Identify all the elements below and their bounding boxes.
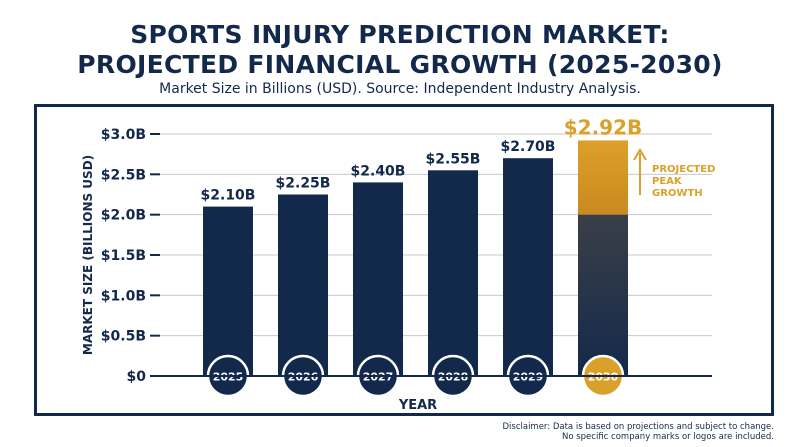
data-label: $2.92B — [564, 115, 643, 139]
y-axis-ticks: $0 $0.5B $1.0B $1.5B $2.0B $2.5B $3.0B — [101, 127, 160, 385]
bar-2030 — [578, 214, 628, 376]
annotation-text: PROJECTED — [652, 164, 715, 175]
disclaimer-line-2: No specific company marks or logos are i… — [561, 432, 774, 442]
data-label: $2.55B — [426, 151, 481, 167]
bar-2026 — [278, 194, 328, 376]
data-label: $2.70B — [501, 139, 556, 155]
y-tick-label: $1.5B — [101, 248, 146, 264]
annotation-text: PEAK — [652, 176, 683, 187]
y-axis-label: MARKET SIZE (BILLIONS USD) — [81, 155, 95, 355]
bar-2027 — [353, 182, 403, 376]
bar-2030-projected — [578, 140, 628, 215]
bar-2029 — [503, 158, 553, 376]
data-labels: $2.10B $2.25B $2.40B $2.55B $2.70B $2.92B — [201, 115, 643, 203]
bars — [203, 140, 628, 376]
annotation-text: GROWTH — [652, 188, 703, 199]
bar-2025 — [203, 206, 253, 376]
disclaimer-line-1: Disclaimer: Data is based on projections… — [502, 422, 774, 432]
bar-2028 — [428, 170, 478, 376]
data-label: $2.25B — [276, 176, 331, 192]
y-tick-label: $0 — [127, 369, 147, 385]
y-tick-label: $3.0B — [101, 127, 146, 143]
data-label: $2.10B — [201, 188, 256, 204]
y-tick-label: $0.5B — [101, 329, 146, 345]
chart-subtitle: Market Size in Billions (USD). Source: I… — [159, 81, 641, 97]
disclaimer: Disclaimer: Data is based on projections… — [502, 422, 774, 442]
chart-frame — [34, 104, 774, 416]
x-axis-label: YEAR — [398, 398, 437, 413]
data-label: $2.40B — [351, 163, 406, 179]
chart-title-line-2: PROJECTED FINANCIAL GROWTH (2025-2030) — [77, 50, 723, 79]
chart-title-line-1: SPORTS INJURY PREDICTION MARKET: — [130, 20, 670, 49]
chart-title: SPORTS INJURY PREDICTION MARKET: PROJECT… — [0, 20, 800, 80]
y-tick-label: $1.0B — [101, 288, 146, 304]
arrow-head-icon — [633, 148, 647, 161]
y-tick-label: $2.0B — [101, 208, 146, 224]
y-tick-label: $2.5B — [101, 167, 146, 183]
